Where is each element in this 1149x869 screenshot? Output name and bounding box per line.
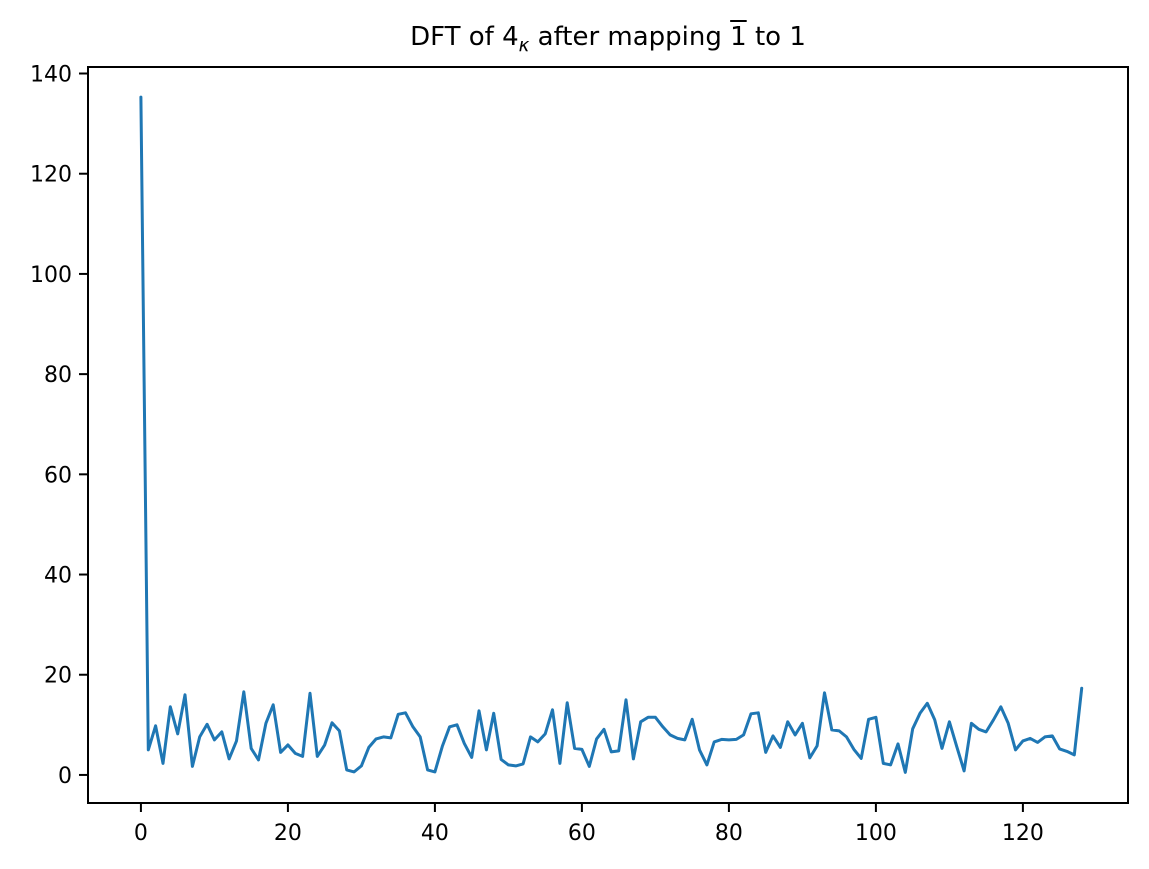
x-tick-label: 40 — [421, 821, 449, 846]
chart-title-middle: after mapping — [529, 22, 731, 52]
chart-title-suffix: to 1 — [746, 22, 806, 52]
plot-area-border — [87, 66, 1129, 804]
x-axis-ticks — [139, 803, 1024, 812]
y-tick-label: 40 — [44, 564, 72, 589]
chart-title-subscript-kappa: κ — [518, 35, 530, 57]
x-tick-label: 0 — [134, 821, 148, 846]
y-tick-label: 80 — [44, 363, 72, 388]
x-tick-label: 100 — [855, 821, 897, 846]
y-tick-label: 60 — [44, 463, 72, 488]
y-axis-ticks — [79, 72, 88, 776]
series-group — [139, 95, 1084, 774]
x-tick-label: 120 — [1002, 821, 1044, 846]
dft-series-line — [139, 95, 1084, 774]
chart-title-prefix: DFT of 4 — [410, 22, 519, 52]
y-tick-label: 120 — [30, 163, 72, 188]
y-tick-label: 20 — [44, 664, 72, 689]
x-tick-label: 80 — [715, 821, 743, 846]
y-axis-tick-labels: 0 20 40 60 80 100 120 140 — [30, 63, 72, 789]
y-tick-label: 140 — [30, 63, 72, 88]
y-tick-label: 0 — [58, 764, 72, 789]
y-tick-label: 100 — [30, 263, 72, 288]
x-tick-label: 20 — [274, 821, 302, 846]
chart-title-barred-one: 1 — [730, 22, 747, 52]
x-tick-label: 60 — [568, 821, 596, 846]
chart-title: DFT of 4κ after mapping 1 to 1 — [88, 22, 1128, 56]
x-axis-tick-labels: 0 20 40 60 80 100 120 — [134, 821, 1044, 846]
